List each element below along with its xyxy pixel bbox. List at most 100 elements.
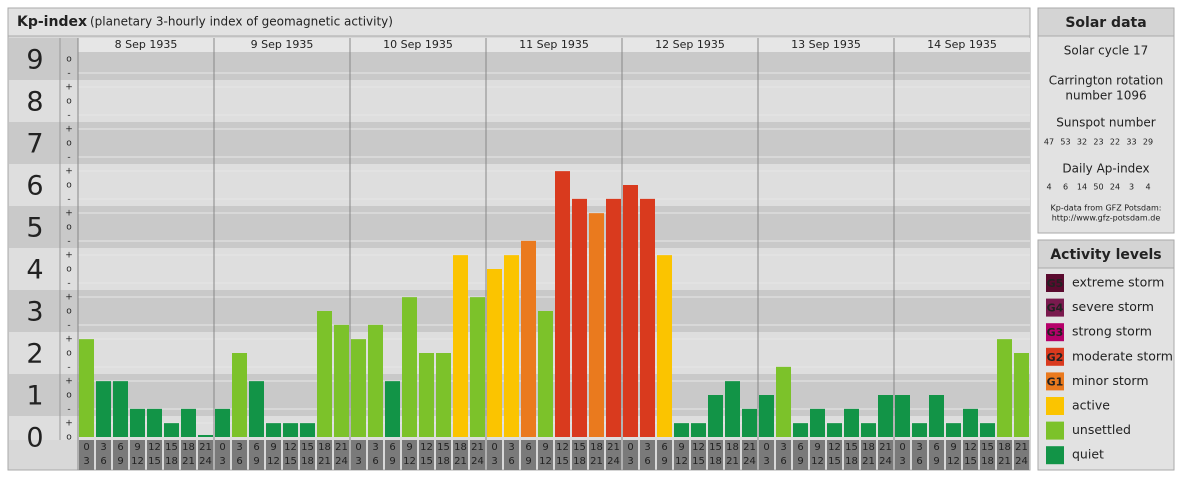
hour-start-label: 6: [661, 442, 667, 453]
bar: [334, 324, 349, 437]
hour-start-label: 6: [253, 442, 259, 453]
hour-box: [997, 440, 1012, 470]
hour-end-label: 3: [355, 456, 361, 467]
hour-start-label: 0: [83, 442, 89, 453]
hour-box: [640, 440, 655, 470]
hour-start-label: 12: [556, 442, 569, 453]
minor-tick-label: +: [65, 251, 73, 261]
hour-box: [912, 440, 927, 470]
hour-box: [249, 440, 264, 470]
hour-end-label: 21: [726, 456, 739, 467]
ap-index: 24: [1110, 183, 1120, 192]
hour-end-label: 3: [763, 456, 769, 467]
bar: [827, 423, 842, 437]
hour-box: [844, 440, 859, 470]
hour-box: [674, 440, 689, 470]
hour-box: [385, 440, 400, 470]
hour-box: [793, 440, 808, 470]
hour-box: [317, 440, 332, 470]
hour-box: [538, 440, 553, 470]
hour-end-label: 24: [743, 456, 756, 467]
y-tick-label: 9: [26, 45, 43, 76]
hour-box: [181, 440, 196, 470]
legend-swatch: [1046, 421, 1064, 440]
hour-start-label: 15: [165, 442, 178, 453]
y-tick-label: 2: [26, 339, 43, 370]
hour-box: [521, 440, 536, 470]
bar: [147, 408, 162, 437]
sunspot-number: 47: [1044, 138, 1054, 147]
bar: [419, 353, 434, 437]
hour-start-label: 18: [726, 442, 739, 453]
legend-swatch: [1046, 323, 1064, 342]
minor-tick-label: o: [66, 307, 72, 317]
hour-box: [589, 440, 604, 470]
hour-box: [470, 440, 485, 470]
minor-tick-label: -: [67, 195, 70, 205]
minor-tick-label: -: [67, 405, 70, 415]
hour-end-label: 3: [83, 456, 89, 467]
bar: [266, 423, 281, 437]
hour-box: [147, 440, 162, 470]
band: [9, 80, 1030, 122]
hour-end-label: 15: [420, 456, 433, 467]
bar: [351, 339, 366, 437]
solar-cycle: Solar cycle 17: [1064, 44, 1149, 58]
bar: [113, 381, 128, 437]
bar: [929, 395, 944, 437]
bar: [708, 395, 723, 437]
minor-tick-label: -: [67, 111, 70, 121]
hour-end-label: 21: [862, 456, 875, 467]
hour-box: [980, 440, 995, 470]
hour-box: [283, 440, 298, 470]
carrington: Carrington rotation: [1049, 74, 1163, 88]
carrington: number 1096: [1065, 89, 1146, 103]
hour-end-label: 6: [916, 456, 922, 467]
hour-box: [487, 440, 502, 470]
minor-tick-label: +: [65, 209, 73, 219]
bar: [1014, 353, 1029, 437]
bar: [130, 408, 145, 437]
hour-end-label: 6: [236, 456, 242, 467]
hour-start-label: 18: [318, 442, 331, 453]
hour-start-label: 18: [998, 442, 1011, 453]
bar: [861, 423, 876, 437]
bar: [759, 395, 774, 437]
hour-box: [334, 440, 349, 470]
hour-end-label: 9: [933, 456, 939, 467]
hour-start-label: 12: [420, 442, 433, 453]
bar: [997, 339, 1012, 437]
hour-start-label: 6: [389, 442, 395, 453]
hour-box: [79, 440, 94, 470]
day-label: 9 Sep 1935: [251, 38, 314, 51]
hour-start-label: 21: [1015, 442, 1028, 453]
band: [9, 374, 1030, 416]
bar: [232, 353, 247, 437]
hour-start-label: 21: [607, 442, 620, 453]
sunspot-number: 29: [1143, 138, 1153, 147]
hour-start-label: 21: [335, 442, 348, 453]
minor-tick-label: +: [65, 419, 73, 429]
hour-end-label: 24: [1015, 456, 1028, 467]
ap-index: 50: [1093, 183, 1103, 192]
hour-start-label: 18: [862, 442, 875, 453]
hour-box: [215, 440, 230, 470]
hour-end-label: 15: [964, 456, 977, 467]
hour-end-label: 3: [219, 456, 225, 467]
minor-tick-label: o: [66, 223, 72, 233]
hour-end-label: 18: [301, 456, 314, 467]
hour-end-label: 9: [797, 456, 803, 467]
bar: [215, 408, 230, 437]
hour-box: [725, 440, 740, 470]
hour-end-label: 9: [117, 456, 123, 467]
hour-end-label: 6: [508, 456, 514, 467]
hour-end-label: 15: [556, 456, 569, 467]
hour-end-label: 24: [335, 456, 348, 467]
bar: [181, 408, 196, 437]
y-tick-label: 1: [26, 381, 43, 412]
legend-code: G3: [1047, 326, 1064, 339]
hour-end-label: 12: [539, 456, 552, 467]
bar: [912, 423, 927, 437]
bar: [96, 381, 111, 437]
hour-start-label: 15: [437, 442, 450, 453]
